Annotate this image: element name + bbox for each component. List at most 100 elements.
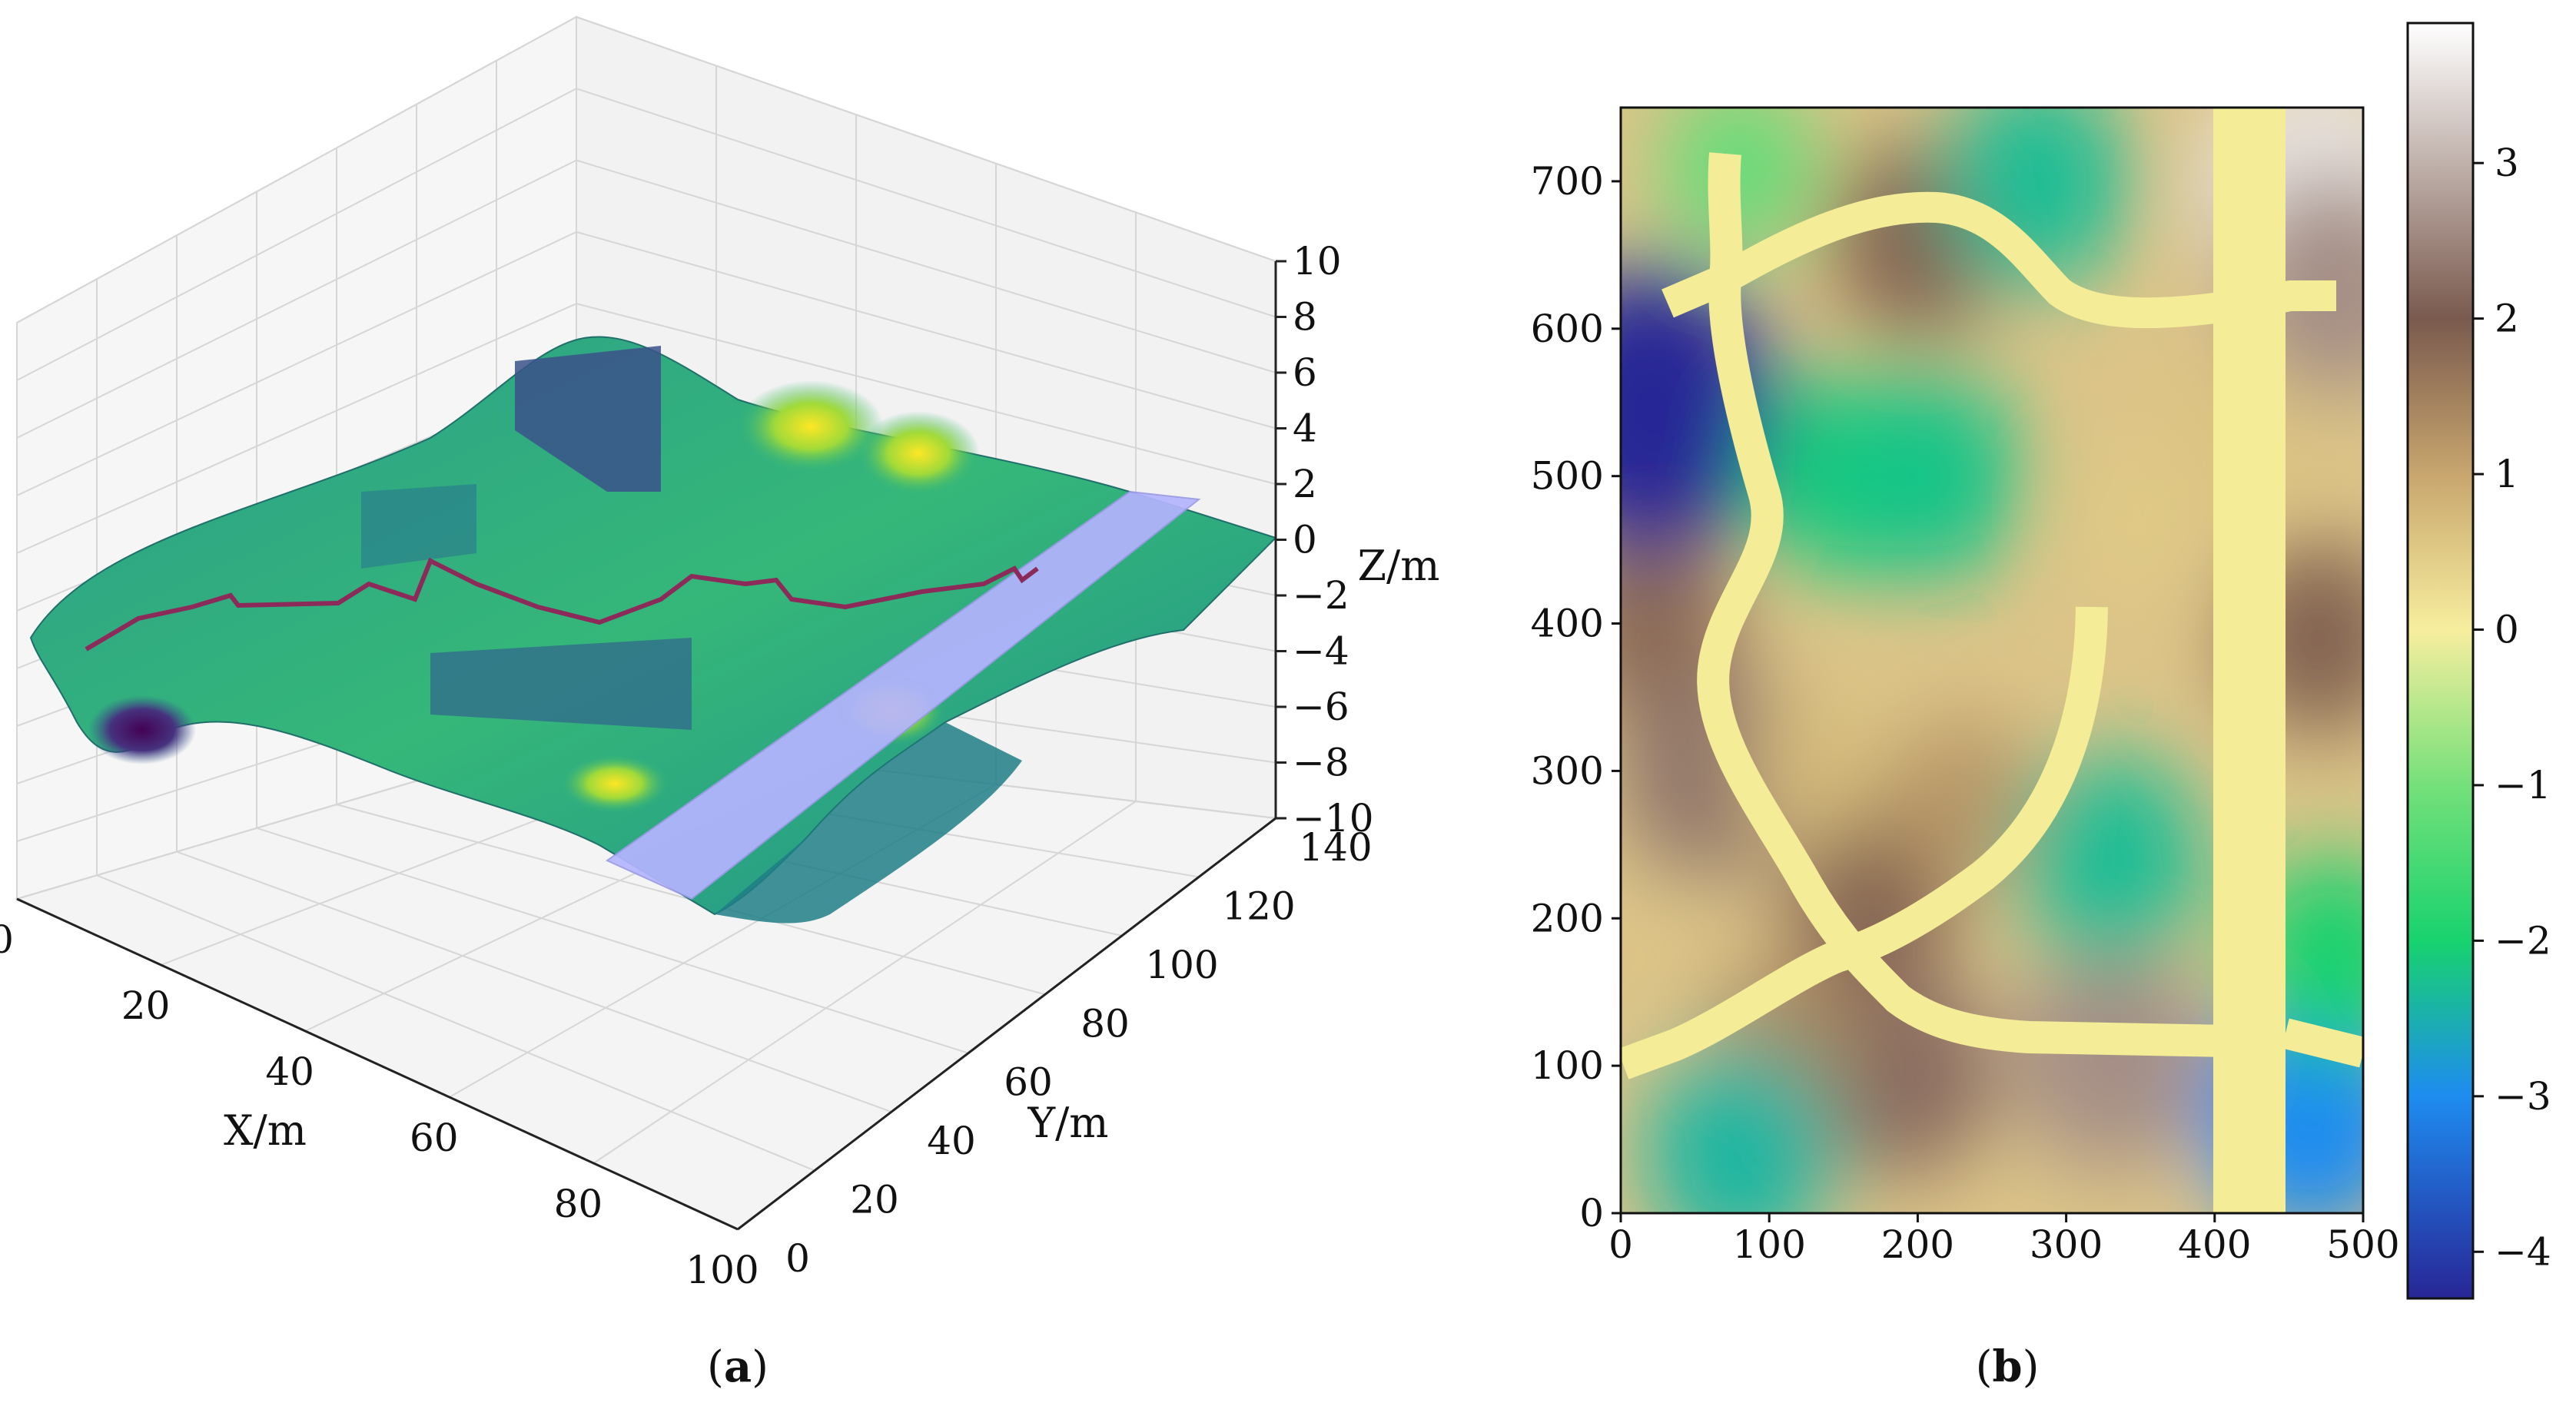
heatmap-cell — [1748, 695, 1880, 847]
y-tick-label: 120 — [1222, 884, 1295, 928]
profile-line — [85, 557, 1039, 652]
y-tick-label: 40 — [927, 1119, 976, 1163]
y-tick-label: 500 — [1531, 454, 1604, 499]
grid-line — [16, 230, 577, 496]
y-tick-label: 0 — [1579, 1191, 1604, 1235]
caption-a: (a) — [707, 1341, 768, 1392]
z-tick-label: 6 — [1293, 350, 1317, 395]
z-tick-label: −2 — [1293, 573, 1349, 618]
x-tick-label: 80 — [554, 1182, 603, 1226]
grid-line — [576, 303, 1276, 485]
colorbar-tick-label: −1 — [2495, 763, 2551, 807]
grid-line — [96, 874, 815, 1172]
road-right-curve — [1621, 606, 2108, 1079]
grid-line — [16, 159, 577, 439]
z-tick-label: −6 — [1293, 685, 1349, 729]
surface-bump-2 — [857, 411, 980, 496]
heatmap-y-ticks: 0 100 200 300 400 500 600 700 — [1531, 159, 1621, 1235]
surface-front-skirt — [715, 722, 1022, 924]
heatmap-x-ticks: 0 100 200 300 400 500 — [1608, 1213, 2400, 1267]
grid-line — [16, 303, 577, 554]
heatmap-cell — [1645, 1046, 1834, 1213]
surface-cliff-1 — [515, 346, 661, 492]
heatmap-cell — [2017, 752, 2204, 967]
z-tick-label: 8 — [1293, 295, 1317, 340]
surface-cliff-2 — [430, 638, 692, 730]
colorbar-ticks: 3 2 1 0 −1 −2 −3 −4 — [2473, 141, 2551, 1274]
grid-line — [16, 16, 577, 323]
x-tick-label: 60 — [410, 1116, 459, 1160]
grid-line — [576, 230, 1276, 429]
x-tick-label: 200 — [1881, 1222, 1954, 1267]
y-axis-line — [737, 817, 1276, 1231]
z-tick-label: 0 — [1293, 518, 1317, 562]
surface-bump-1 — [738, 380, 884, 473]
heatmap-frame — [1619, 106, 2365, 1215]
surface-pit — [88, 695, 196, 764]
y-tick-label: 140 — [1299, 825, 1372, 870]
grid-line — [593, 801, 1137, 1164]
y-axis-label: Y/m — [1027, 1099, 1108, 1147]
z-tick-label: 10 — [1293, 239, 1342, 284]
z-axis-label: Z/m — [1358, 542, 1440, 590]
z-tick-label: 4 — [1293, 406, 1317, 451]
heatmap-cell — [2078, 449, 2203, 592]
road-left-curve — [1697, 152, 2229, 1057]
z-tick-label: 2 — [1293, 462, 1317, 506]
x-tick-label: 300 — [2030, 1222, 2103, 1267]
z-tick-label: −4 — [1293, 629, 1349, 674]
x-tick-label: 0 — [0, 917, 14, 962]
x-axis-label: X/m — [224, 1106, 307, 1155]
colorbar-tick-label: 1 — [2495, 452, 2519, 496]
y-tick-label: 200 — [1531, 896, 1604, 940]
grid-line — [576, 16, 1276, 262]
road-bottom-right — [2282, 1018, 2363, 1068]
surface-cliff-3 — [361, 484, 476, 569]
roads — [1621, 108, 2363, 1213]
colorbar-tick-label: 2 — [2495, 297, 2519, 341]
grid-line — [16, 88, 577, 381]
grid-line — [256, 827, 969, 1054]
road-top-curve — [1661, 191, 2336, 329]
y-tick-label: 300 — [1531, 748, 1604, 793]
z-tick-label: −8 — [1293, 741, 1349, 785]
y-tick-label: 100 — [1531, 1043, 1604, 1088]
x-tick-label: 100 — [685, 1248, 759, 1292]
colorbar — [2406, 22, 2475, 1300]
y-tick-label: 600 — [1531, 307, 1604, 351]
x-tick-label: 500 — [2326, 1222, 2399, 1267]
colorbar-tick-label: 0 — [2495, 608, 2519, 652]
colorbar-tick-label: −2 — [2495, 918, 2551, 963]
x-axis-line — [16, 897, 739, 1231]
y-tick-label: 400 — [1531, 602, 1604, 646]
heatmap-cell — [1841, 371, 2024, 581]
surface-bump-4 — [561, 754, 669, 813]
x-tick-label: 400 — [2178, 1222, 2251, 1267]
y-tick-label: 0 — [785, 1236, 810, 1281]
panel-b-heatmap: 0 100 200 300 400 500 0100200300400500600700 … — [1531, 22, 2551, 1392]
surface-3d — [29, 336, 1277, 924]
colorbar-tick-label: −4 — [2495, 1229, 2551, 1274]
x-tick-labels: 0 20 40 60 80 100 — [0, 917, 759, 1292]
caption-b: (b) — [1976, 1341, 2040, 1392]
x-tick-label: 0 — [1608, 1222, 1633, 1267]
y-tick-label: 20 — [850, 1178, 899, 1222]
grid-line — [576, 88, 1276, 318]
x-tick-label: 100 — [1732, 1222, 1805, 1267]
x-tick-label: 20 — [121, 983, 171, 1028]
y-tick-label: 100 — [1145, 943, 1218, 987]
heatmap-cell — [2013, 946, 2209, 1171]
heatmap-area — [1621, 108, 2363, 1213]
y-tick-label: 700 — [1531, 159, 1604, 204]
colorbar-tick-label: 3 — [2495, 141, 2519, 185]
z-tick-labels: 10 8 6 4 2 0 −2 −4 −6 −8 −10 — [1276, 239, 1374, 841]
z-tick-label: −10 — [1293, 796, 1374, 841]
y-tick-label: 60 — [1004, 1060, 1053, 1105]
road-strip — [605, 490, 1201, 900]
colorbar-tick-label: −3 — [2495, 1074, 2551, 1119]
y-tick-label: 80 — [1081, 1001, 1130, 1046]
grid-line — [576, 159, 1276, 373]
